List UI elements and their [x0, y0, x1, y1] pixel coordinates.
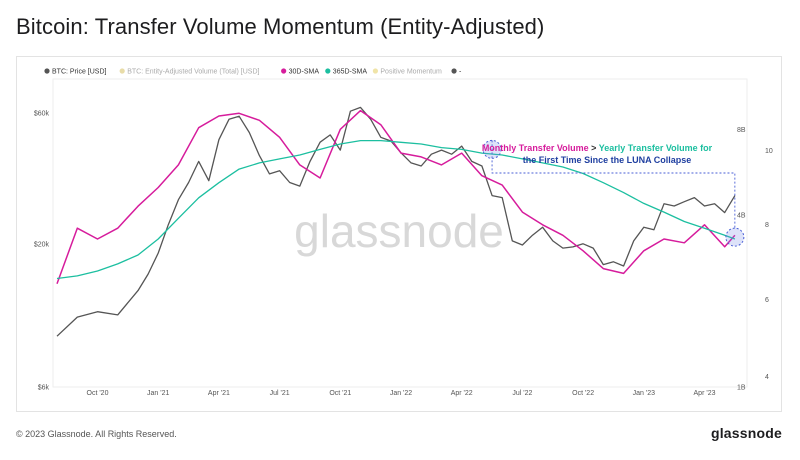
legend-label: 365D-SMA — [333, 69, 368, 76]
y-right-outer-tick-label: 8 — [765, 222, 769, 229]
x-tick-label: Jan '21 — [147, 390, 169, 397]
annotation-operator: > — [589, 143, 599, 153]
legend-marker — [44, 68, 50, 74]
series-line-30d-sma — [56, 109, 736, 285]
x-tick-label: Jul '21 — [270, 390, 290, 397]
x-tick-label: Jan '23 — [633, 390, 655, 397]
x-tick-label: Jul '22 — [512, 390, 532, 397]
x-tick-label: Oct '20 — [87, 390, 109, 397]
annotation-monthly: Monthly Transfer Volume — [482, 143, 589, 153]
x-tick-label: Oct '22 — [572, 390, 594, 397]
series-group — [56, 106, 736, 337]
legend-marker — [281, 68, 287, 74]
x-tick-label: Apr '21 — [208, 390, 230, 397]
y-right-tick-label: 1B — [737, 385, 746, 392]
y-right-tick-label: 8B — [737, 127, 746, 134]
cross-marker-2023 — [725, 227, 745, 247]
chart-title: Bitcoin: Transfer Volume Momentum (Entit… — [16, 14, 545, 39]
series-line-365d-sma — [56, 139, 736, 280]
y-right-outer-tick-label: 4 — [765, 374, 769, 381]
legend-label: 30D-SMA — [289, 69, 320, 76]
watermark: glassnode — [294, 205, 504, 257]
annotation-group: Monthly Transfer Volume > Yearly Transfe… — [482, 139, 745, 247]
y-right-outer-tick-label: 10 — [765, 148, 773, 155]
y-right-outer-tick-label: 6 — [765, 297, 769, 304]
series-line-btc-price-usd — [56, 106, 736, 337]
y-right-tick-label: 4B — [737, 213, 746, 220]
axis-ticks: Oct '20 Jan '21 Apr '21 Jul '21 Oct '21 Jan '… — [34, 111, 773, 397]
legend-label: - — [459, 69, 462, 76]
y-left-tick-label: $20k — [34, 241, 50, 248]
x-tick-label: Jan '22 — [390, 390, 412, 397]
legend-label: BTC: Entity-Adjusted Volume (Total) [USD… — [127, 69, 259, 76]
chart-panel: BTC: Price [USD] BTC: Entity-Adjusted Vol… — [16, 56, 782, 412]
copyright-text: © 2023 Glassnode. All Rights Reserved. — [16, 429, 177, 439]
legend-marker — [372, 68, 378, 74]
x-tick-label: Oct '21 — [329, 390, 351, 397]
x-tick-label: Apr '23 — [694, 390, 716, 397]
annotation-line-1: Monthly Transfer Volume > Yearly Transfe… — [482, 143, 713, 153]
brand-logo: glassnode — [710, 425, 782, 441]
y-left-tick-label: $60k — [34, 111, 50, 118]
legend-marker — [325, 68, 331, 74]
legend-label: BTC: Price [USD] — [52, 69, 107, 76]
annotation-line-2: the First Time Since the LUNA Collapse — [523, 155, 692, 165]
chart-legend: BTC: Price [USD] BTC: Entity-Adjusted Vol… — [44, 68, 462, 76]
plot-area — [52, 78, 748, 388]
y-left-tick-label: $6k — [38, 385, 50, 392]
annotation-yearly: Yearly Transfer Volume for — [599, 143, 713, 153]
cross-connector — [491, 140, 736, 229]
legend-marker — [119, 68, 125, 74]
x-tick-label: Apr '22 — [451, 390, 473, 397]
chart-svg: BTC: Price [USD] BTC: Entity-Adjusted Vol… — [34, 68, 773, 397]
legend-label: Positive Momentum — [380, 69, 442, 76]
legend-marker — [451, 68, 457, 74]
